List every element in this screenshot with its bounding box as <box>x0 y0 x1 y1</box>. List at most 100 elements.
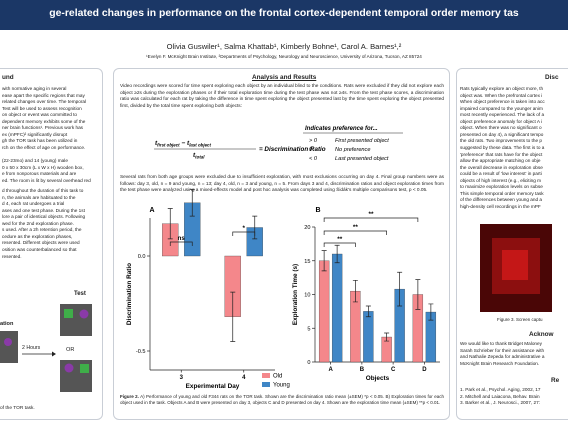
text-line: d 4, each rat undergoes a trial <box>2 201 65 207</box>
title: ge-related changes in performance on the… <box>49 8 519 19</box>
error-bar <box>352 279 358 303</box>
x-axis-label: Objects <box>366 375 390 382</box>
figure-caption: Figure 2. A) Performance of young and ol… <box>120 394 444 406</box>
text-line: osition was counterbalanced so that <box>2 246 77 252</box>
text-line: object preference anomaly for object A i <box>460 118 543 124</box>
text-line: 0 x 50 x 30cm (L x W x H) wooden box, <box>2 164 84 170</box>
y-tick-label: 15 <box>304 259 310 265</box>
text-line: 'preference' that rats have for the obje… <box>460 151 543 157</box>
object <box>79 309 89 319</box>
error-bar <box>428 303 434 321</box>
text-line: McKnight Brain Research Foundation. <box>460 360 540 366</box>
text-line: high-density cell recordings in the mPF <box>460 203 541 209</box>
caption-text: A) Performance of young and old F344 rat… <box>120 394 444 405</box>
error-bar <box>334 244 340 264</box>
text-line: on object or event was committed to <box>2 112 78 118</box>
text-line: allow the appropriate matching on obje <box>460 158 541 164</box>
text-line: e from nonporous materials and are <box>2 171 77 177</box>
symbol: t <box>193 152 196 159</box>
text-line: Sarah Schrieber for their assistance wit… <box>460 347 545 353</box>
text-line: suggested by these data. The first is to… <box>460 144 545 150</box>
section-heading: Disc <box>545 74 559 81</box>
y-tick-label: 0.0 <box>138 254 146 260</box>
phase-label: ation <box>0 321 14 327</box>
y-tick-label: 10 <box>304 293 310 299</box>
error-bar <box>230 291 236 342</box>
bar <box>318 260 330 363</box>
paragraph: Video recordings were scored for time sp… <box>120 84 444 109</box>
section-heading: Re <box>551 377 560 384</box>
arena <box>0 331 18 363</box>
preference-meaning: Last presented object <box>335 156 389 162</box>
y-tick-label: -0.5 <box>136 349 146 355</box>
y-tick-label: 5 <box>307 326 310 332</box>
error-bar <box>189 189 195 217</box>
preference-sign: 0 <box>309 147 313 153</box>
error-bar <box>415 279 421 310</box>
subscript: last object <box>189 143 211 148</box>
subscript: total <box>195 155 205 160</box>
section-heading: Acknow <box>529 331 554 338</box>
text-line: wed for the 2nd exploration phase. <box>2 220 74 226</box>
title-bar <box>0 0 568 30</box>
text-line: presented on day 4), a significant tempo <box>460 131 544 137</box>
x-tick-label: C <box>391 367 396 373</box>
text-line: cedure as the exploration phases, <box>2 233 73 239</box>
object <box>4 338 12 346</box>
text-line: rch on the effect of age on performance. <box>2 144 86 150</box>
text-line: 2. Mitchell and Laiacona, Behav. Brain <box>460 393 540 399</box>
text-line: ner brain functions¹. Previous work has <box>2 125 84 131</box>
text-line: lore a pair of identical objects. Follow… <box>2 214 86 220</box>
text-line: related changes over time. The temporal <box>2 99 87 105</box>
text-line: ease apart the specific regions that may <box>2 92 85 98</box>
text-line: resented. Different objects were used <box>2 240 80 246</box>
object <box>80 364 89 373</box>
text-line: most recently experienced. The lack of a <box>460 112 545 118</box>
text-line: resented. <box>2 253 22 259</box>
panel-label: A <box>149 207 154 214</box>
preference-title: Indicates preference for... <box>305 126 378 132</box>
significance-bracket <box>323 230 387 235</box>
affiliations: ¹Evelyn F. McKnight Brain Institute, ²De… <box>146 54 422 59</box>
text-line: Rats typically explore an object more, t… <box>460 86 544 91</box>
text-line: the old rats. Two improvements to the p <box>460 138 542 144</box>
preference-meaning: First presented object <box>335 138 389 144</box>
text-line: When object preference is taken into acc <box>460 99 545 105</box>
text-line: ases and one test phase. During the 1st <box>2 207 85 213</box>
text-line: d throughout the duration of this task t… <box>2 188 84 193</box>
figure-caption: Figure 3. Screen captu <box>497 317 543 322</box>
text-line: impaired compared to the younger anim <box>460 105 543 111</box>
test-label: Test <box>74 291 86 297</box>
error-bar <box>365 305 371 318</box>
text-line: the overall decrease in exploration obse <box>460 164 543 170</box>
preference-meaning: No preference <box>335 147 370 153</box>
text-line: (22-23mo) and 14 (young) male <box>2 158 68 163</box>
arrow-head <box>52 351 56 357</box>
subscript: first object <box>157 143 180 148</box>
significance-bracket <box>169 241 193 246</box>
y-tick-label: 0 <box>307 360 310 366</box>
y-axis-label: Exploration Time (s) <box>292 264 299 325</box>
text-line: Test will be used to assess recognition <box>2 105 82 111</box>
delay-label: 2 Hours <box>22 345 41 351</box>
panel-label: B <box>315 207 320 214</box>
significance-label: * <box>243 225 246 232</box>
text-line: dependent memory exhibits some of the <box>2 118 86 124</box>
legend-label: Old <box>273 374 282 380</box>
text-line: object. When there was no significant o <box>460 125 542 131</box>
x-tick-label: B <box>360 367 365 373</box>
equation-block: tfirst object − tlast object ttotal = Di… <box>154 126 403 162</box>
caption-label: Figure 2. <box>120 394 139 399</box>
y-axis-label: Discrimination Ratio <box>126 263 133 325</box>
significance-bracket <box>323 242 356 247</box>
significance-bracket <box>232 231 256 236</box>
x-tick-label: D <box>422 367 427 373</box>
error-bar <box>384 332 390 342</box>
section-heading: Analysis and Results <box>252 74 317 81</box>
object <box>64 363 74 373</box>
text-line: 3. Barker et al., J. Neurosci., 2007, 27… <box>460 400 540 406</box>
text-line: 1. Park et al., Psychol. Aging, 2002, 17 <box>460 387 541 392</box>
significance-label: ** <box>337 236 342 243</box>
x-tick-label: 3 <box>180 375 184 381</box>
